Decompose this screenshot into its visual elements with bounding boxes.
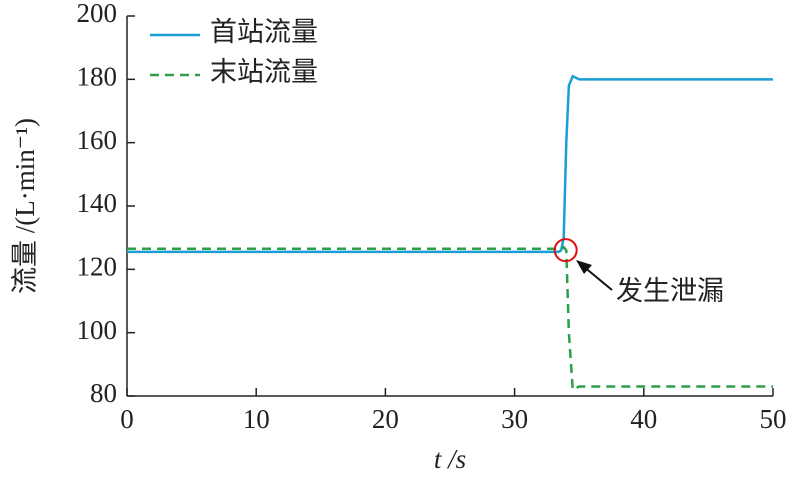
y-tick-label: 100 — [77, 315, 118, 345]
legend-label: 末站流量 — [210, 57, 318, 87]
x-tick-label: 20 — [372, 404, 399, 434]
y-tick-label: 200 — [77, 0, 118, 28]
leak-marker — [553, 238, 578, 263]
x-tick-label: 0 — [120, 404, 134, 434]
annotation-text: 发生泄漏 — [616, 276, 724, 306]
y-tick-label: 160 — [77, 125, 118, 155]
x-axis-label: t /s — [434, 444, 466, 474]
y-axis-label: 流量 /(L·min⁻¹) — [10, 118, 40, 294]
x-tick-label: 50 — [760, 404, 787, 434]
x-tick-label: 10 — [243, 404, 270, 434]
legend-label: 首站流量 — [210, 17, 318, 47]
arrow-head — [576, 260, 592, 274]
annotation-arrow — [582, 265, 613, 291]
y-tick-label: 180 — [77, 62, 118, 92]
y-tick-label: 140 — [77, 188, 118, 218]
x-tick-label: 40 — [630, 404, 657, 434]
series-line — [127, 74, 773, 254]
y-tick-label: 120 — [77, 252, 118, 282]
y-tick-label: 80 — [90, 378, 117, 408]
series-line — [127, 245, 773, 392]
x-tick-label: 30 — [501, 404, 528, 434]
